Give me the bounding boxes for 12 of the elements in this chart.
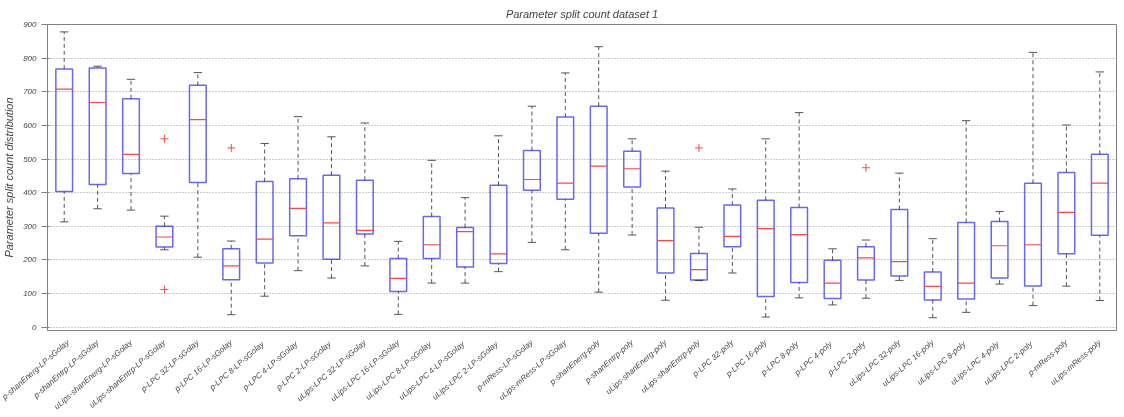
y-tick-label: 800 [23,53,38,63]
y-tick-label: 700 [23,87,38,97]
y-tick-label: 300 [23,221,38,231]
chart-title: Parameter split count dataset 1 [505,7,659,20]
y-tick-label: 900 [23,20,38,29]
y-tick-label: 0 [32,322,38,332]
y-tick-label: 500 [23,154,38,164]
y-axis-title: Parameter split count distribution [3,97,16,258]
y-tick-label: 100 [23,289,38,299]
y-tick-label: 400 [23,188,38,198]
y-tick-label: 600 [23,120,38,130]
y-tick-label: 200 [22,255,38,265]
